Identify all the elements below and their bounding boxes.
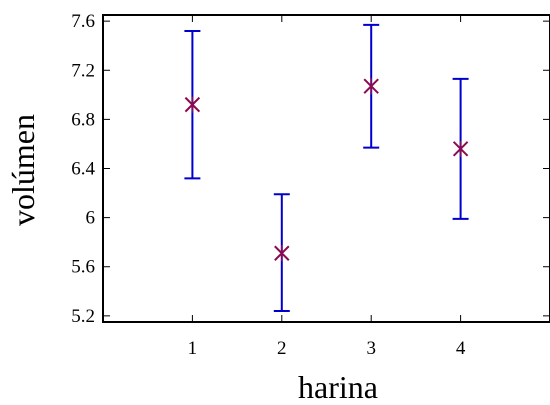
x-tick-label: 2 [277,338,287,359]
x-tick-label: 1 [188,338,198,359]
y-tick-label: 6.8 [71,109,95,130]
errorbars [184,23,469,312]
y-tick-label: 6.4 [71,159,95,180]
y-tick-label: 6 [86,208,96,229]
y-axis-title: volúmen [5,114,41,226]
y-tick-label: 5.6 [71,257,95,278]
plot-frame [102,14,550,323]
x-axis: 1 2 3 4 [188,15,466,359]
mean-marker [274,245,290,262]
y-axis: 5.2 5.6 6 6.4 6.8 7.2 7.6 [71,11,550,327]
markers [184,78,469,262]
y-tick-label: 7.2 [71,60,95,81]
mean-marker [363,78,379,95]
x-axis-title: harina [298,369,378,405]
y-tick-label: 5.2 [71,306,95,327]
x-tick-label: 3 [366,338,376,359]
mean-marker [184,96,201,113]
y-tick-label: 7.6 [71,11,95,32]
mean-marker [452,140,469,157]
x-tick-label: 4 [456,338,466,359]
